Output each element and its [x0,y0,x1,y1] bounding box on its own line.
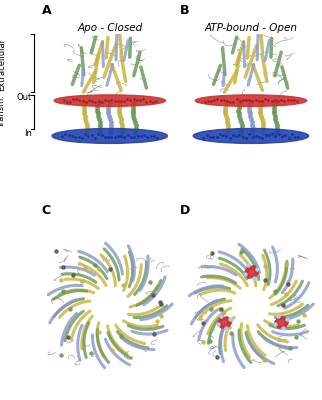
Text: D: D [180,204,191,217]
Text: Out: Out [17,93,32,102]
Text: B: B [180,4,190,17]
Title: ATP-bound - Open: ATP-bound - Open [204,23,298,33]
Ellipse shape [54,95,166,106]
Text: Transm.: Transm. [0,95,6,128]
Text: C: C [42,204,51,217]
Ellipse shape [193,128,308,144]
Title: Apo - Closed: Apo - Closed [77,23,142,33]
Text: Extracellular: Extracellular [0,38,6,90]
Ellipse shape [52,128,167,144]
Ellipse shape [195,95,307,106]
Text: In: In [24,129,32,138]
Text: A: A [42,4,52,17]
